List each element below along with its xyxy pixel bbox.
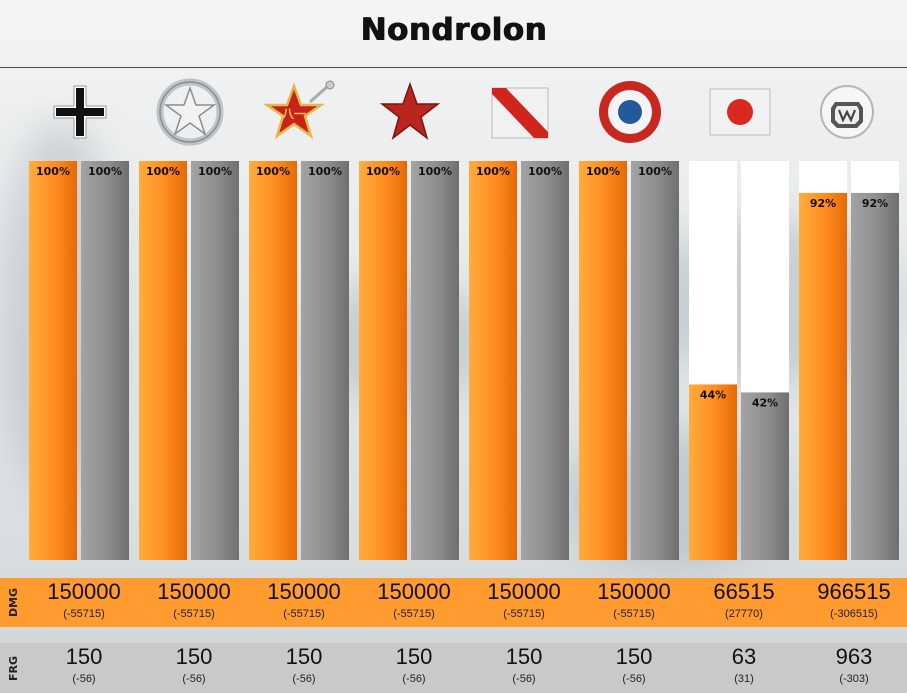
bar-ussr-flag-series-1 [359,161,407,560]
frags-delta: (-56) [182,673,206,685]
bar-china-flag-series-2 [301,161,349,560]
page-title: Nondrolon [360,12,547,48]
damage-cell: 150000 (-55715) [469,578,579,627]
usa-flag-icon [154,76,226,148]
bar-uk-flag-series-2 [521,161,569,560]
bar-germany-flag-series-1 [29,161,77,560]
damage-delta: (-55715) [63,608,105,620]
frags-delta: (-303) [839,673,869,685]
frags-delta: (31) [734,673,754,685]
frags-value: 150 [615,644,653,669]
data-label-world-of-tanks-logo-series-2: 92% [862,197,888,210]
data-label-germany-flag-series-2: 100% [88,165,122,178]
frags-delta: (-56) [622,673,646,685]
frags-value: 150 [505,644,543,669]
frags-delta: (-56) [512,673,536,685]
frags-value: 150 [175,644,213,669]
frags-value: 150 [65,644,103,669]
frags-cell: 150 (-56) [359,643,469,693]
damage-delta: (-306515) [830,608,878,620]
bar-japan-flag-series-2 [741,392,789,560]
ussr-flag-icon [374,76,446,148]
damage-row-label: DMG [7,587,21,618]
bar-japan-flag-series-1 [689,384,737,560]
data-label-uk-flag-series-2: 100% [528,165,562,178]
damage-cell: 66515 (27770) [689,578,799,627]
bar-usa-flag-series-1 [139,161,187,560]
damage-value: 66515 [713,579,775,604]
bar-ussr-flag-series-2 [411,161,459,560]
frags-cell: 150 (-56) [469,643,579,693]
damage-row: DMG 150000 (-55715) 150000 (-55715) 150000 (-… [0,578,907,627]
frags-row-label: FRG [7,655,21,681]
bar-uk-flag-series-1 [469,161,517,560]
bar-germany-flag-series-2 [81,161,129,560]
frags-delta: (-56) [292,673,316,685]
data-label-japan-flag-series-1: 44% [700,388,726,401]
damage-cell: 150000 (-55715) [249,578,359,627]
data-label-japan-flag-series-2: 42% [752,396,778,409]
bar-france-flag-series-1 [579,161,627,560]
damage-cell: 150000 (-55715) [579,578,689,627]
bar-world-of-tanks-logo-series-1 [799,192,847,561]
france-flag-icon [594,76,666,148]
frags-value: 150 [395,644,433,669]
header: Nondrolon [0,0,907,68]
bar-usa-flag-series-2 [191,161,239,560]
frags-delta: (-56) [72,673,96,685]
damage-row-label-box: DMG [0,578,28,627]
data-label-ussr-flag-series-1: 100% [366,165,400,178]
frags-cell: 150 (-56) [249,643,359,693]
frags-row-label-box: FRG [0,643,28,693]
data-label-world-of-tanks-logo-series-1: 92% [810,197,836,210]
damage-cell: 150000 (-55715) [139,578,249,627]
damage-value: 966515 [817,579,891,604]
frags-delta: (-56) [402,673,426,685]
data-label-france-flag-series-1: 100% [586,165,620,178]
damage-value: 150000 [157,579,231,604]
damage-delta: (-55715) [393,608,435,620]
data-label-france-flag-series-2: 100% [638,165,672,178]
frags-cell: 150 (-56) [139,643,249,693]
frags-value: 963 [835,644,873,669]
world-of-tanks-logo-icon [811,76,883,148]
data-label-china-flag-series-2: 100% [308,165,342,178]
damage-delta: (27770) [725,608,763,620]
frags-value: 63 [731,644,757,669]
data-label-usa-flag-series-1: 100% [146,165,180,178]
bar-france-flag-series-2 [631,161,679,560]
damage-value: 150000 [267,579,341,604]
frags-cell: 963 (-303) [799,643,907,693]
damage-delta: (-55715) [613,608,655,620]
damage-cell: 150000 (-55715) [29,578,139,627]
damage-value: 150000 [377,579,451,604]
damage-cell: 966515 (-306515) [799,578,907,627]
bar-world-of-tanks-logo-series-2 [851,192,899,561]
bar-china-flag-series-1 [249,161,297,560]
svg-text:八一: 八一 [281,107,306,121]
japan-flag-icon [704,76,776,148]
bar-chart: 100% 100% 100% 100% 100% 100% 100% 100% 100% 100%… [0,68,907,578]
data-label-germany-flag-series-1: 100% [36,165,70,178]
uk-flag-icon [484,76,556,148]
germany-flag-icon [44,76,116,148]
frags-value: 150 [285,644,323,669]
damage-value: 150000 [487,579,561,604]
damage-delta: (-55715) [503,608,545,620]
frags-cell: 150 (-56) [579,643,689,693]
frags-row: FRG 150 (-56) 150 (-56) 150 (-56) 150 (-56) 150 (… [0,643,907,693]
china-flag-icon: 八一 [264,76,336,148]
damage-delta: (-55715) [283,608,325,620]
data-label-uk-flag-series-1: 100% [476,165,510,178]
data-label-usa-flag-series-2: 100% [198,165,232,178]
damage-delta: (-55715) [173,608,215,620]
frags-cell: 150 (-56) [29,643,139,693]
data-label-china-flag-series-1: 100% [256,165,290,178]
frags-cell: 63 (31) [689,643,799,693]
damage-value: 150000 [597,579,671,604]
data-label-ussr-flag-series-2: 100% [418,165,452,178]
damage-value: 150000 [47,579,121,604]
damage-cell: 150000 (-55715) [359,578,469,627]
